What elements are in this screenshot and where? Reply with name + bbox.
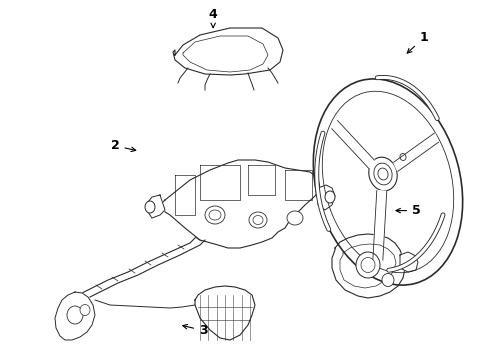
Ellipse shape [356,252,380,278]
Polygon shape [373,190,387,260]
Text: 5: 5 [396,204,421,217]
Polygon shape [332,121,374,168]
Ellipse shape [382,274,394,287]
Ellipse shape [145,201,155,213]
Ellipse shape [67,306,83,324]
Polygon shape [400,252,418,272]
Ellipse shape [369,157,397,191]
Polygon shape [80,238,205,297]
Polygon shape [160,160,320,248]
Polygon shape [148,195,165,218]
Text: 2: 2 [111,139,136,152]
Ellipse shape [209,210,221,220]
Ellipse shape [80,305,90,315]
Polygon shape [318,185,335,210]
Ellipse shape [325,191,335,203]
Ellipse shape [287,211,303,225]
Text: 1: 1 [407,31,428,53]
Ellipse shape [249,212,267,228]
Ellipse shape [205,206,225,224]
Ellipse shape [253,216,263,225]
Polygon shape [55,292,95,340]
Ellipse shape [313,79,463,285]
Polygon shape [393,133,439,171]
Polygon shape [332,234,405,298]
Polygon shape [195,286,255,340]
Text: 3: 3 [183,324,208,337]
Polygon shape [173,28,283,75]
Ellipse shape [378,168,388,180]
Text: 4: 4 [209,8,218,28]
Ellipse shape [400,153,406,161]
